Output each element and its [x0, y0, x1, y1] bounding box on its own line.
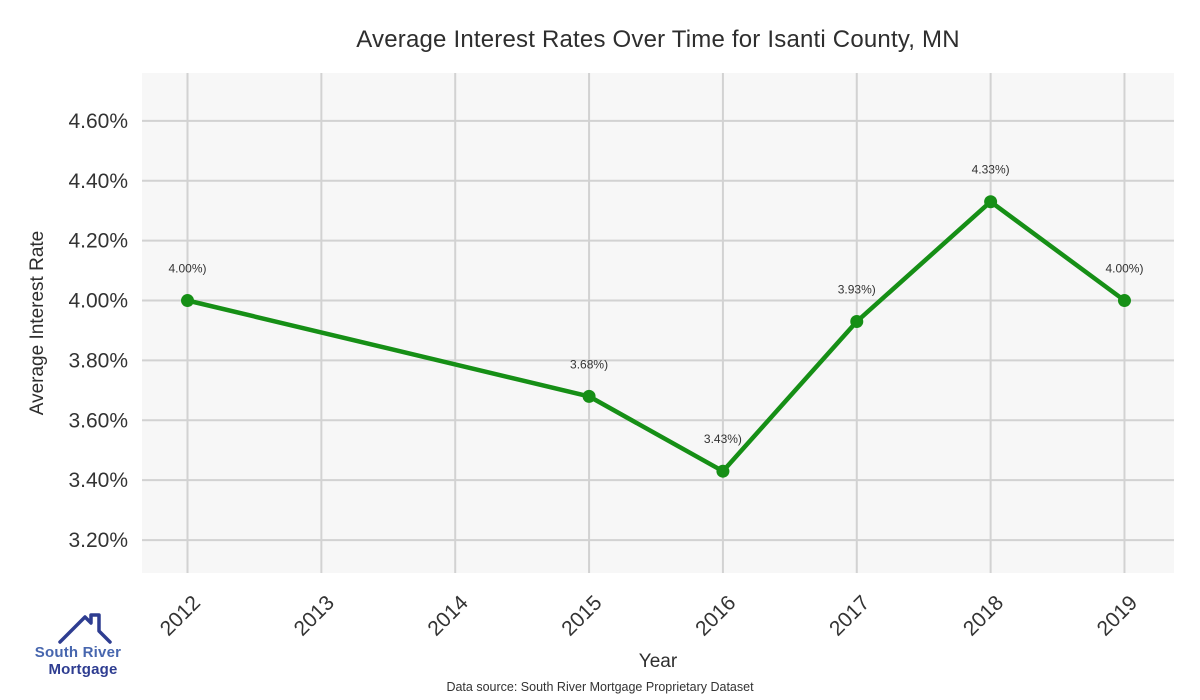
chart-title: Average Interest Rates Over Time for Isa…: [356, 26, 960, 53]
data-point-label: 3.43%): [704, 432, 742, 446]
logo-line2: Mortgage: [48, 661, 118, 678]
x-axis-tick-label: 2015: [557, 591, 606, 640]
x-axis-tick-label: 2013: [290, 591, 339, 640]
data-point: [716, 464, 730, 478]
data-point-label: 4.33%): [972, 163, 1010, 177]
data-point-label: 4.00%): [168, 262, 206, 276]
data-point-label: 4.00%): [1105, 262, 1143, 276]
y-axis-tick-label: 3.60%: [68, 409, 128, 432]
data-point: [850, 315, 864, 329]
series-line: [185, 199, 1127, 474]
house-roof-icon: [58, 613, 112, 644]
data-point-label: 3.93%): [838, 283, 876, 297]
y-axis-tick-label: 3.40%: [68, 469, 128, 492]
logo-line1: South River: [34, 644, 122, 661]
plot-background: [142, 73, 1174, 573]
x-axis-title: Year: [638, 651, 678, 672]
y-axis-tick-label: 4.60%: [68, 110, 128, 133]
data-point-label: 3.68%): [570, 357, 608, 371]
data-source-note: Data source: South River Mortgage Propri…: [446, 680, 754, 694]
logo: South River Mortgage: [16, 612, 140, 678]
y-axis-title: Average Interest Rate: [27, 230, 48, 416]
y-axis-tick-label: 4.40%: [68, 170, 128, 193]
x-axis-tick-label: 2014: [423, 591, 473, 641]
data-point: [582, 389, 596, 403]
data-point: [181, 294, 195, 308]
data-point: [1117, 294, 1131, 308]
y-axis-tick-label: 4.20%: [68, 230, 128, 253]
data-point: [984, 195, 998, 209]
x-axis-tick-label: 2019: [1093, 591, 1142, 640]
y-axis-tick-label: 3.20%: [68, 529, 128, 552]
x-axis-tick-label: 2017: [825, 591, 874, 640]
y-axis-tick-label: 3.80%: [68, 349, 128, 372]
x-axis-tick-label: 2018: [959, 591, 1008, 640]
y-axis-tick-label: 4.00%: [68, 290, 128, 313]
x-axis-tick-label: 2012: [156, 591, 205, 640]
x-axis-tick-label: 2016: [691, 591, 740, 640]
